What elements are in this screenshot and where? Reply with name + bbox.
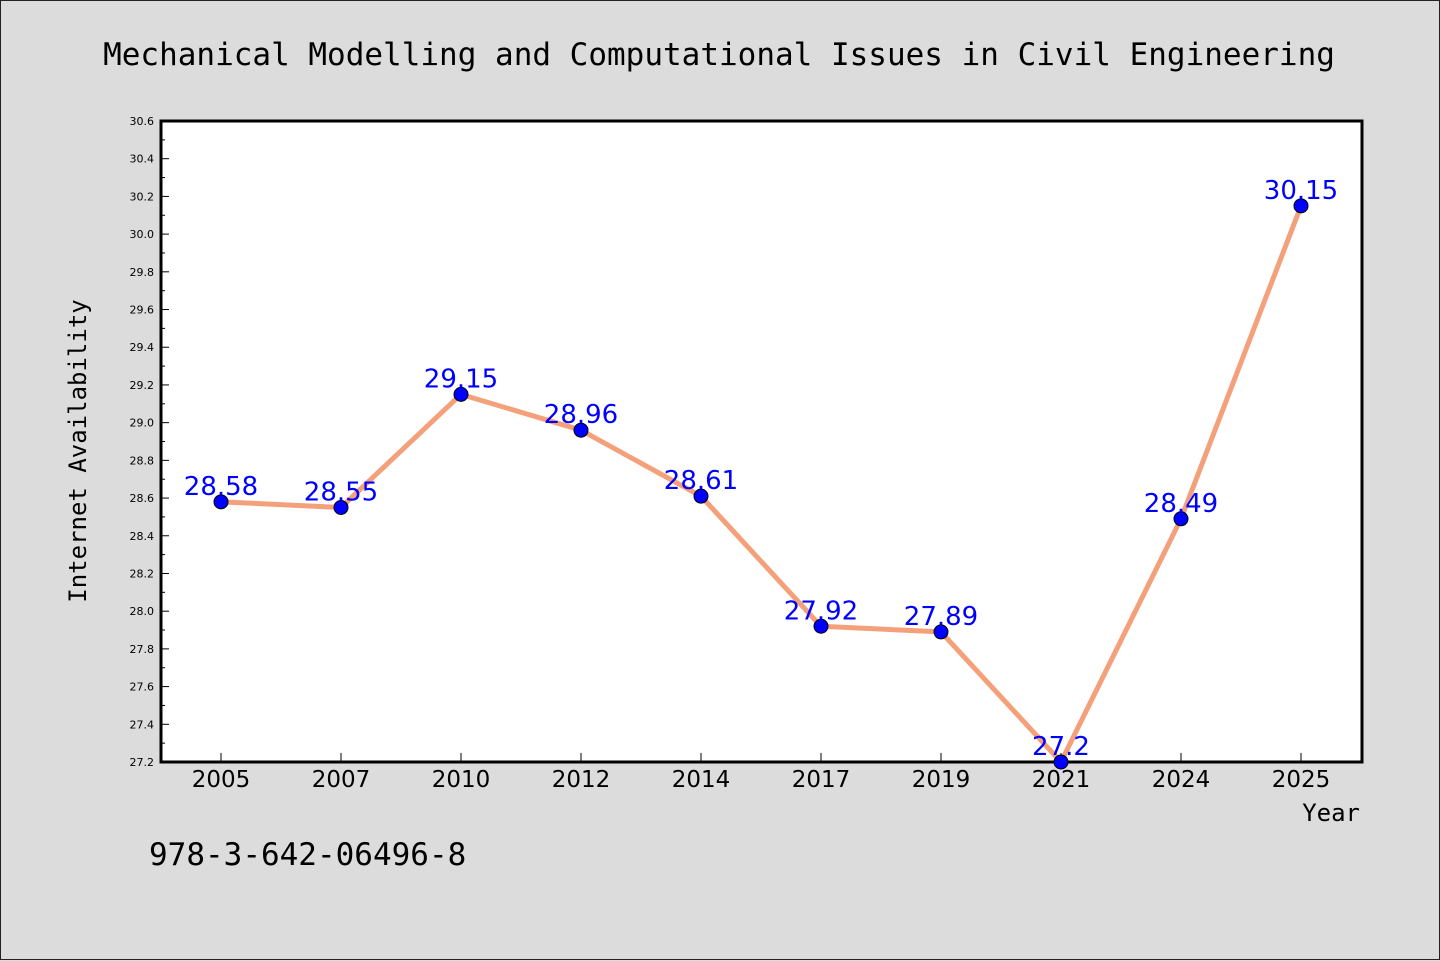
x-tick-label: 2021 [1032,767,1091,793]
y-tick-label: 27.4 [130,718,155,731]
series-line [220,204,1304,765]
x-tick-label: 2005 [192,767,251,793]
data-label: 28.58 [184,472,258,502]
x-tick-label: 2017 [792,767,851,793]
data-label: 27.2 [1032,732,1090,762]
data-label: 27.92 [784,596,858,626]
data-label: 27.89 [904,602,978,632]
data-point [813,618,829,634]
x-tick-label: 2024 [1152,767,1211,793]
x-tick-label: 2010 [432,767,491,793]
y-tick-label: 29.2 [130,379,155,392]
y-tick-label: 29.4 [130,341,155,354]
data-label: 28.55 [304,477,378,507]
data-label: 28.96 [544,400,618,430]
y-tick-label: 27.2 [130,756,155,769]
x-axis: 2005 2007 2010 2012 2014 2017 2019 2021 2024 2025 [192,753,1331,793]
data-label: 28.61 [664,466,738,496]
y-tick-label: 29.6 [130,304,155,317]
x-tick-label: 2019 [912,767,971,793]
y-tick-label: 29.0 [130,417,155,430]
data-point [453,386,469,402]
y-axis: 27.2 27.4 27.6 27.8 28.0 28.2 28.4 28.6 28.8 29.0… [130,115,169,769]
y-tick-label: 30.6 [130,115,155,128]
series-layer: 28.58 28.55 29.15 28.96 28.61 27.92 27.89 27.2 2… [184,176,1338,770]
x-tick-label: 2025 [1272,767,1331,793]
data-point [1053,754,1069,770]
plot-area [159,119,1364,764]
y-tick-label: 28.0 [130,605,155,618]
y-tick-label: 27.8 [130,643,155,656]
y-tick-label: 30.2 [130,190,155,203]
y-tick-label: 29.8 [130,266,155,279]
x-tick-label: 2007 [312,767,371,793]
data-label: 28.49 [1144,489,1218,519]
y-tick-label: 30.0 [130,228,155,241]
y-tick-label: 28.8 [130,454,155,467]
data-point [573,422,589,438]
data-point [933,624,949,640]
data-point [213,494,229,510]
y-tick-label: 27.6 [130,681,155,694]
data-point [1173,511,1189,527]
x-tick-label: 2012 [552,767,611,793]
x-tick-label: 2014 [672,767,731,793]
data-label: 29.15 [424,364,498,394]
data-point [333,499,349,515]
isbn-text: 978-3-642-06496-8 [149,837,466,873]
y-tick-label: 28.4 [130,530,155,543]
y-tick-label: 28.6 [130,492,155,505]
x-axis-label: Year [1302,799,1360,827]
data-point [1293,198,1309,214]
chart-title: Mechanical Modelling and Computational I… [103,37,1335,73]
data-point [693,488,709,504]
data-label: 30.15 [1264,176,1338,206]
y-axis-label: Internet Availability [64,299,92,602]
y-tick-label: 28.2 [130,567,155,580]
y-tick-label: 30.4 [130,153,155,166]
